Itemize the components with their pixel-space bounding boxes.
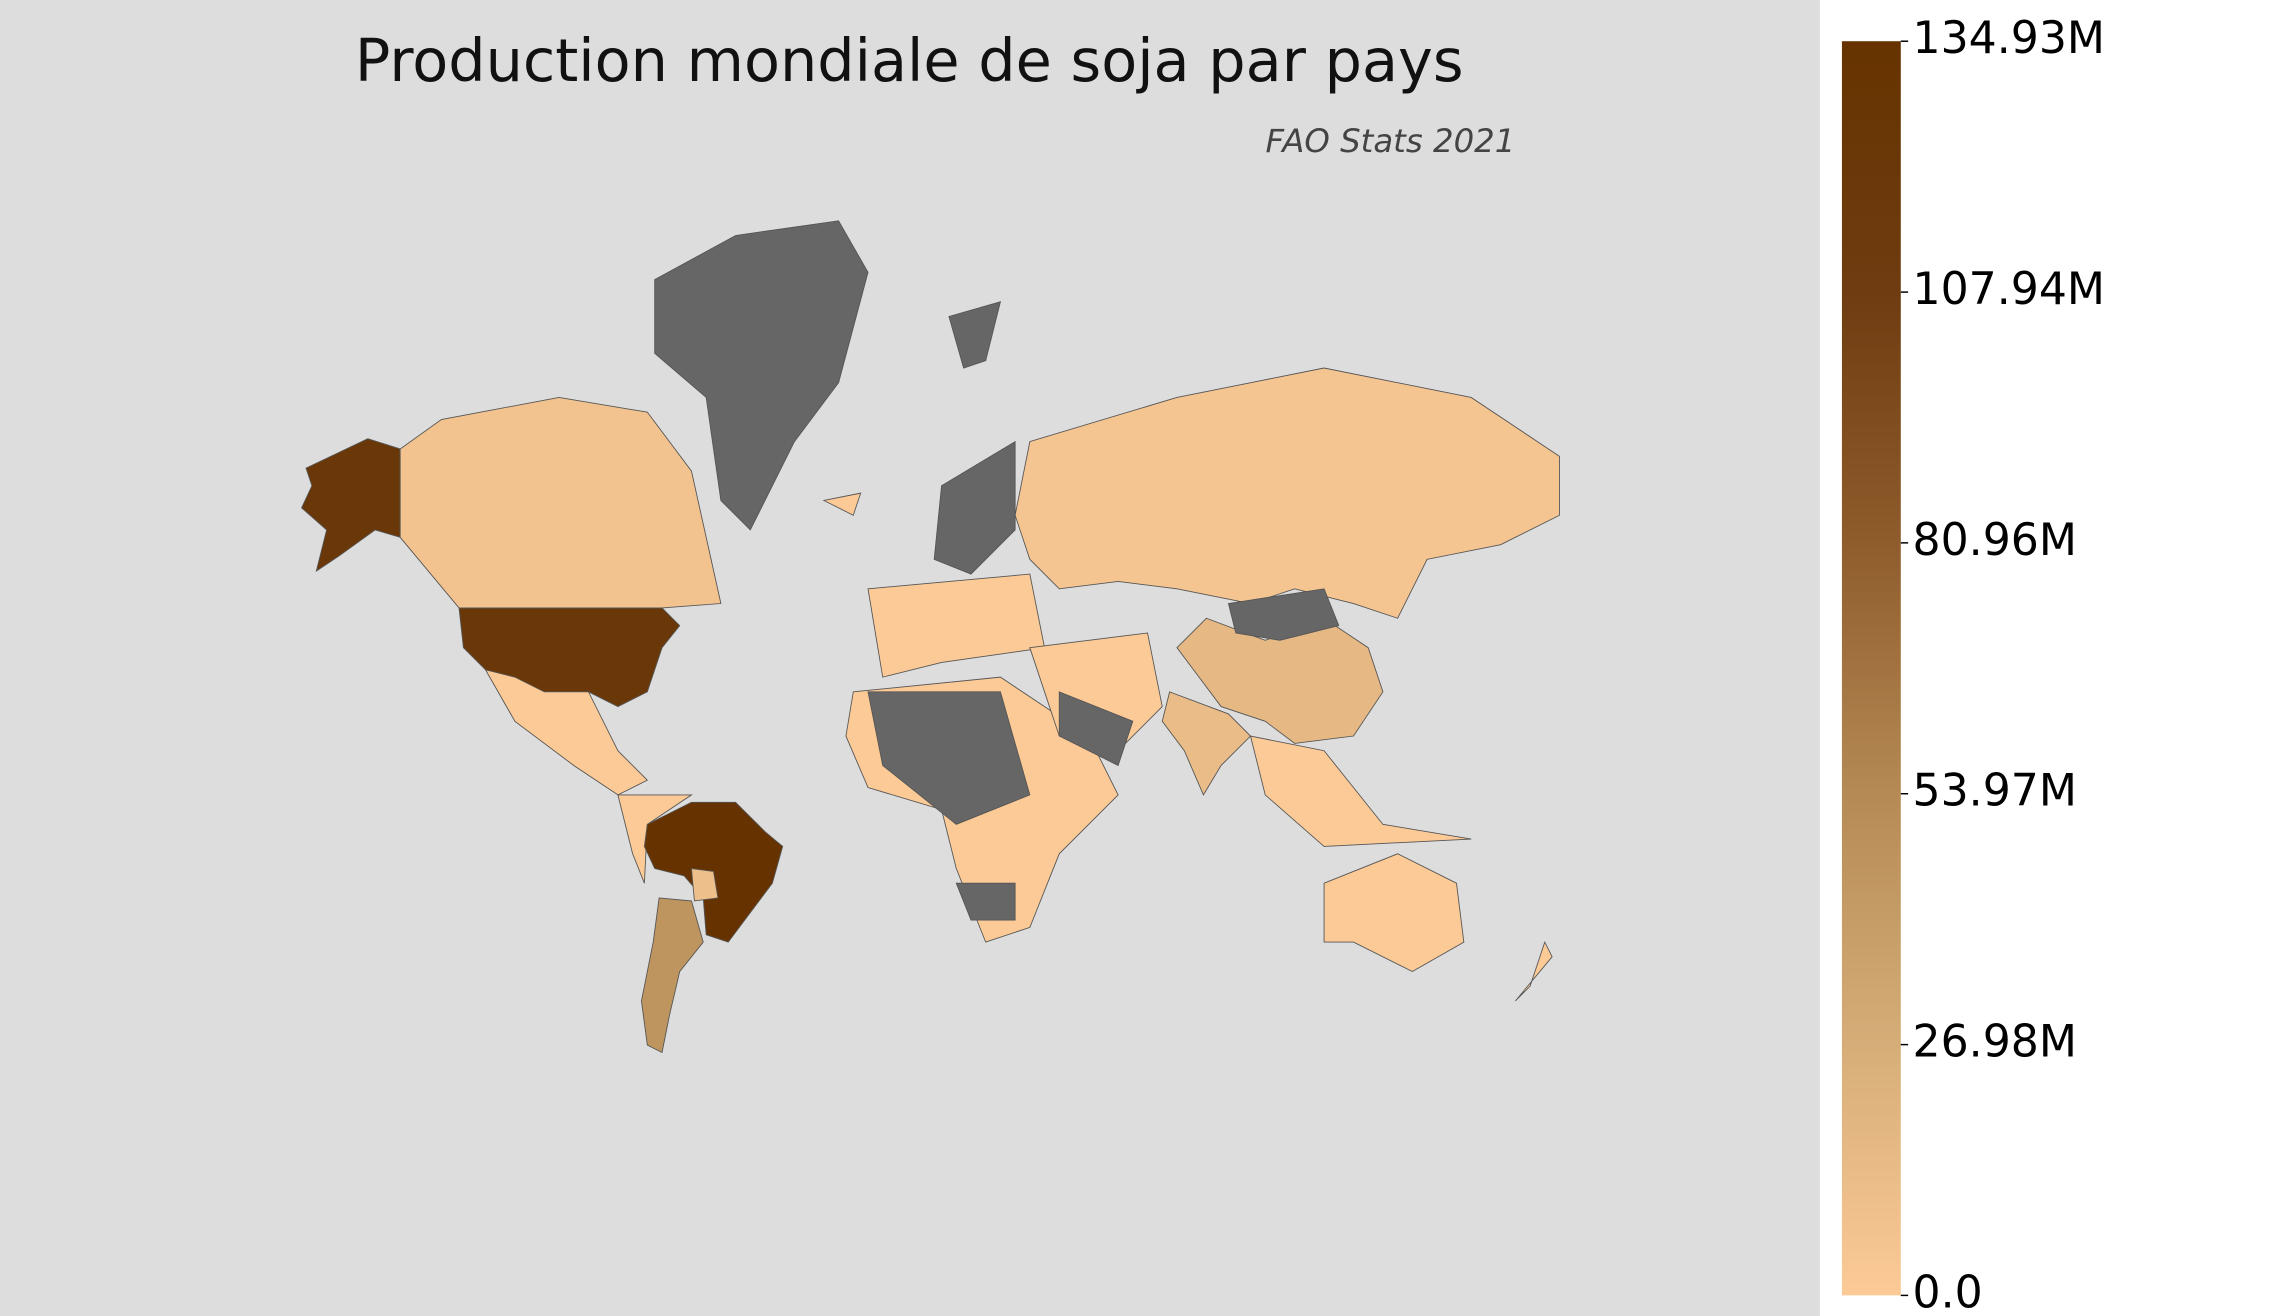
country [1514,940,1553,1002]
colorbar-tick-label: 26.98M [1913,1017,2077,1068]
country [458,607,681,708]
country [399,397,722,609]
map [301,220,1560,1054]
country [617,794,693,884]
country [867,691,1031,825]
country [640,897,704,1054]
country [1249,735,1472,847]
colorbar [1841,41,1901,1296]
country [955,882,1016,921]
colorbar-tick-label: 53.97M [1913,766,2077,817]
country [1323,853,1465,973]
country [867,573,1046,678]
country [1014,367,1560,619]
country [301,438,401,573]
colorbar-tick-label: 0.0 [1913,1267,1983,1316]
country [1058,691,1134,767]
country [1227,588,1340,641]
country [654,220,869,531]
country [484,669,649,796]
country [933,440,1016,575]
country [822,492,862,516]
colorbar-tick-label: 80.96M [1913,515,2077,566]
chart-title: Production mondiale de soja par pays [355,26,1464,95]
chart-subtitle: FAO Stats 2021 [1266,122,1516,160]
colorbar-ticks: 0.0 26.98M 53.97M 80.96M 107.94M 134.93M [1900,13,2105,1316]
country [948,301,1002,369]
colorbar-tick-label: 107.94M [1913,264,2105,315]
country [1161,691,1252,796]
country [690,867,719,902]
colorbar-tick-label: 134.93M [1913,13,2105,64]
